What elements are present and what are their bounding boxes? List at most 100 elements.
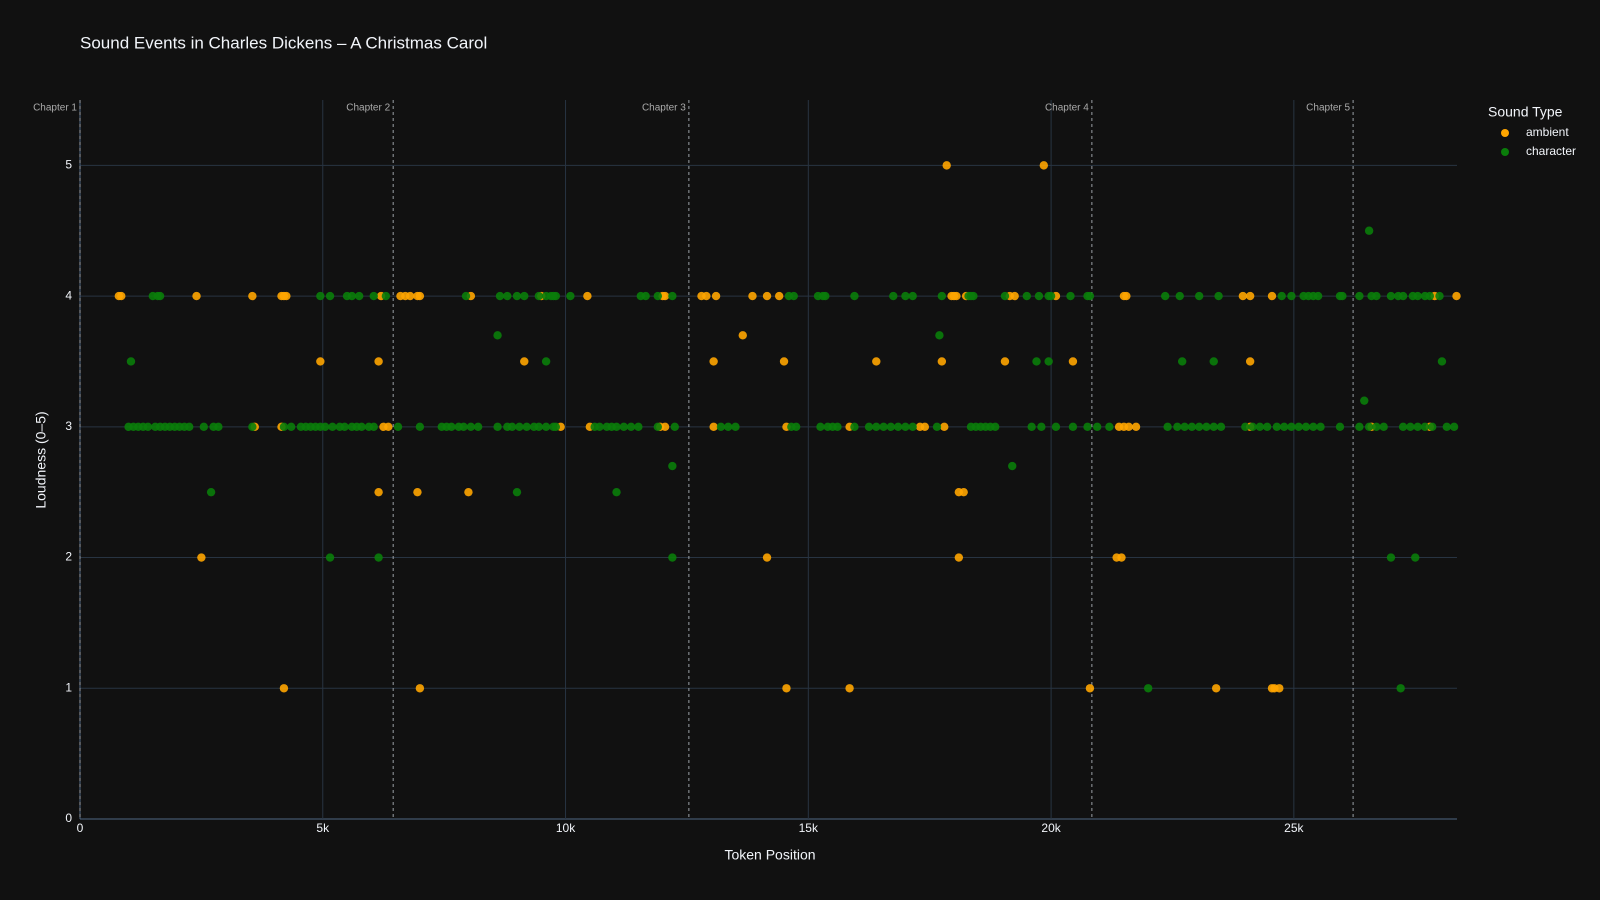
point [503,291,512,301]
point [1338,291,1347,301]
point [1355,291,1364,301]
point [415,422,425,432]
point [1238,291,1248,301]
x-tick-label: 0 [77,821,84,835]
point [901,422,910,432]
point [660,422,670,432]
point [1105,422,1114,432]
point [1117,553,1126,562]
point [1163,422,1172,432]
point [1437,357,1447,366]
point [709,357,718,366]
point [791,422,801,432]
point [653,291,662,301]
point [1413,291,1422,301]
point [731,422,740,432]
point [1175,291,1184,301]
point [374,487,383,497]
point [515,422,524,432]
point [901,291,910,301]
x-tick-label: 15k [799,821,819,835]
point [248,422,257,432]
point [1044,357,1053,366]
point [1428,422,1437,432]
point [850,422,859,432]
y-tick-label: 3 [65,419,72,433]
point [522,422,531,432]
point [1287,291,1296,301]
point [1131,422,1141,432]
point [1214,291,1223,301]
point [879,422,888,432]
point [1194,422,1204,432]
chapter-label: Chapter 4 [1045,103,1089,114]
point [952,291,961,301]
y-tick-label: 5 [65,158,72,172]
x-axis-title: Token Position [724,847,815,863]
point [495,291,505,301]
point [1449,422,1459,432]
point [821,291,830,301]
point [1272,422,1282,432]
point [1248,422,1257,432]
point [466,422,476,432]
point [1034,291,1044,301]
point [991,422,1000,432]
point [197,553,206,562]
point [1425,291,1435,301]
point [908,422,917,432]
point [447,422,456,432]
point [357,422,366,432]
point [248,291,257,301]
point [1068,357,1078,366]
point [1245,357,1255,366]
y-tick-label: 2 [65,550,72,564]
point [405,291,415,301]
point [908,291,917,301]
point [1046,291,1056,301]
point [872,422,881,432]
point [668,461,677,471]
chart-title: Sound Events in Charles Dickens – A Chri… [80,33,487,52]
point [716,422,726,432]
point [1216,422,1226,432]
point [845,684,854,693]
point [415,684,425,693]
point [185,422,194,432]
point [1194,291,1204,301]
point [1022,291,1032,301]
point [1160,291,1170,301]
point [381,291,391,301]
y-tick-label: 0 [65,811,72,825]
point [1187,422,1197,432]
point [1000,357,1010,366]
point [762,553,772,562]
point [374,357,383,366]
point [1316,422,1325,432]
point [1211,684,1221,693]
point [461,291,471,301]
point [1372,422,1381,432]
point [520,357,529,366]
point [1039,161,1049,170]
point [940,422,949,432]
point [893,422,903,432]
point [872,357,881,366]
point [1032,357,1041,366]
point [493,331,502,340]
point [1386,291,1396,301]
point [1255,422,1265,432]
point [889,291,898,301]
point [816,422,825,432]
point [1008,461,1017,471]
point [473,422,483,432]
point [1335,422,1345,432]
point [595,422,604,432]
point [1180,422,1189,432]
point [1085,684,1095,693]
point [282,291,291,301]
point [566,291,575,301]
point [192,291,201,301]
point [155,291,165,301]
point [1442,422,1452,432]
